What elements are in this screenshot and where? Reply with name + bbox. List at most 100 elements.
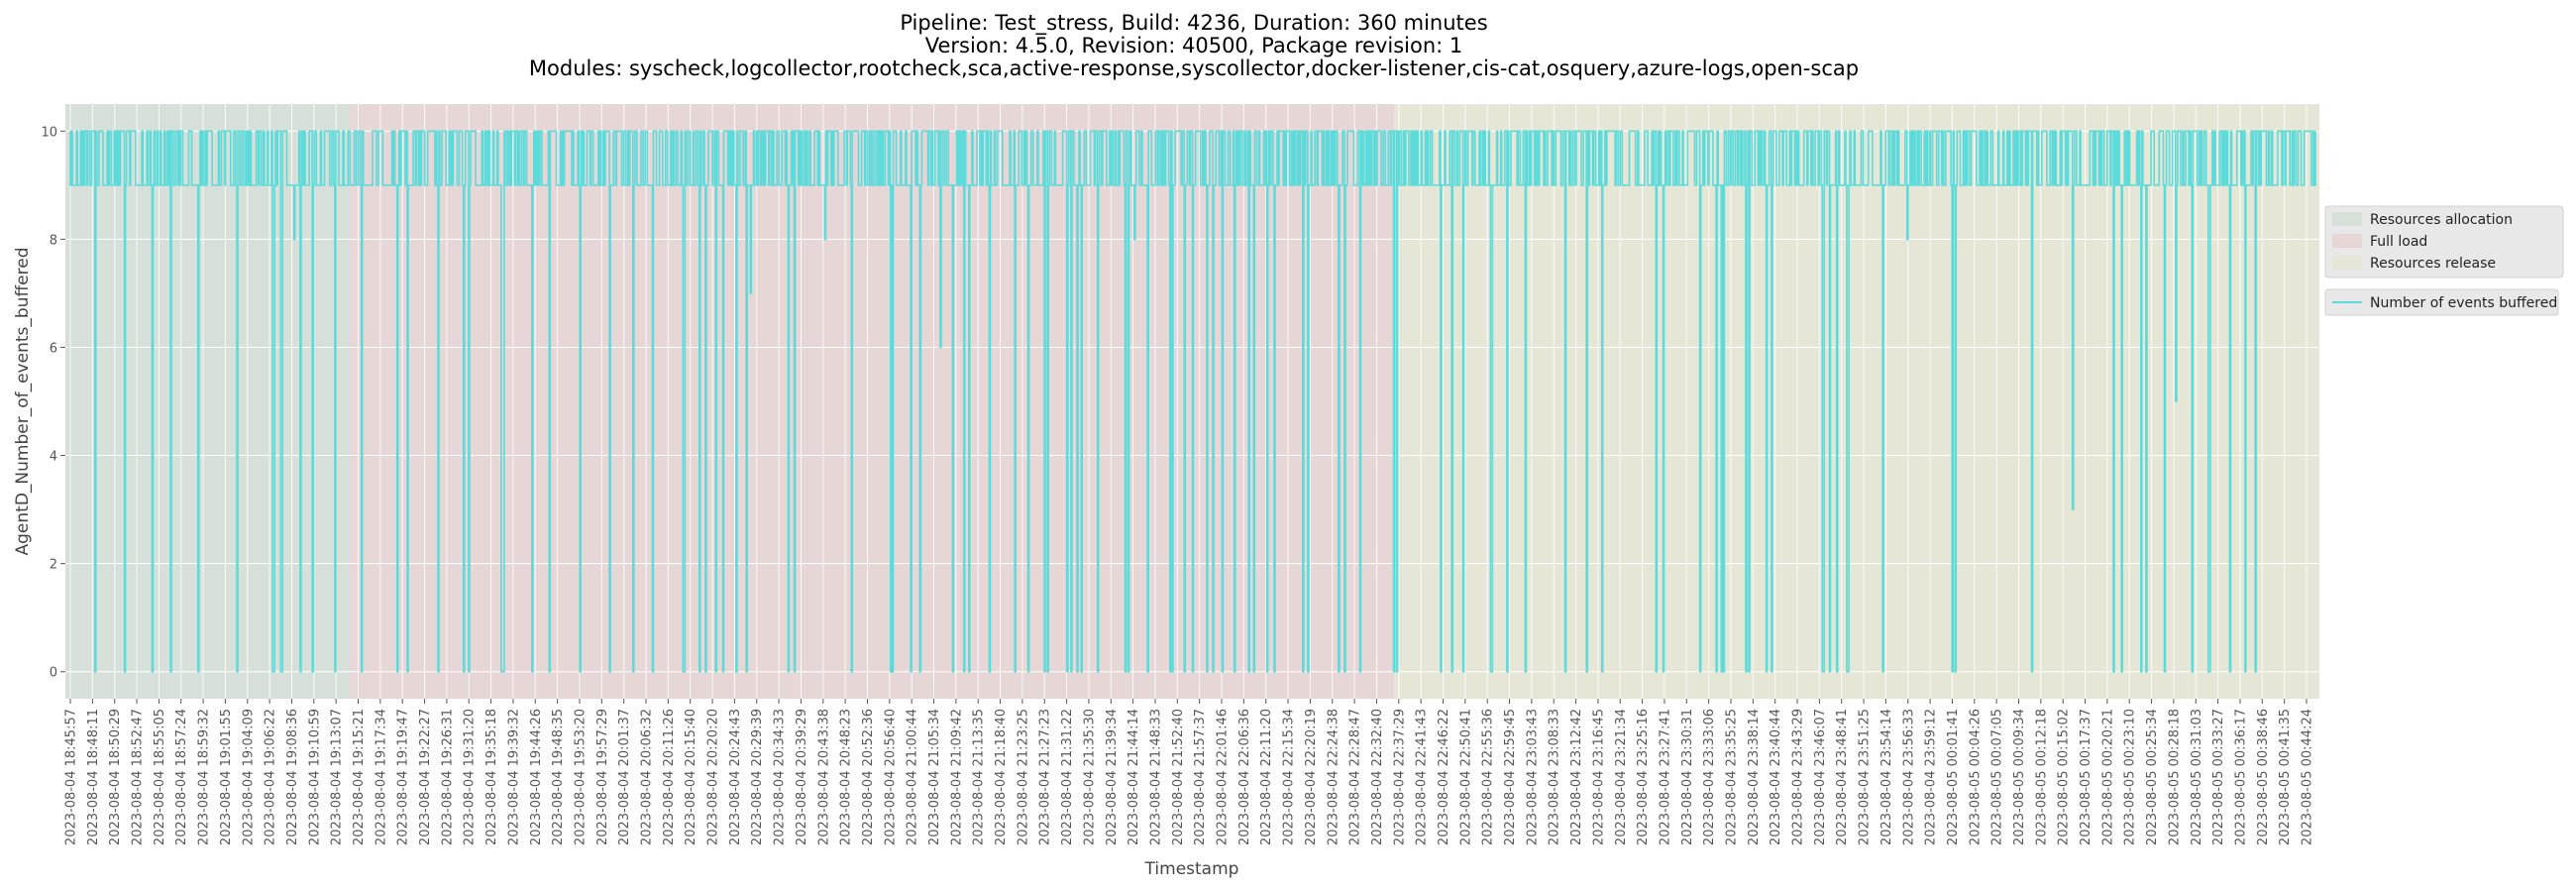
x-tick-label: 2023-08-04 18:59:32 — [197, 709, 212, 845]
x-tick-label: 2023-08-04 22:55:36 — [1481, 709, 1496, 845]
x-tick-label: 2023-08-04 22:15:34 — [1282, 709, 1297, 845]
x-tick-label: 2023-08-04 20:29:39 — [750, 709, 765, 845]
x-tick-label: 2023-08-04 19:10:59 — [307, 709, 322, 845]
x-tick-label: 2023-08-04 22:01:46 — [1216, 709, 1231, 845]
y-tick-label: 0 — [50, 666, 57, 681]
x-tick-label: 2023-08-04 22:32:40 — [1370, 709, 1385, 845]
y-tick-label: 6 — [50, 341, 57, 356]
y-tick-label: 4 — [50, 450, 57, 465]
x-tick-label: 2023-08-04 21:18:40 — [994, 709, 1009, 845]
x-tick-label: 2023-08-04 19:22:27 — [418, 709, 433, 845]
x-tick-label: 2023-08-04 21:57:37 — [1193, 709, 1208, 845]
x-tick-label: 2023-08-04 21:44:14 — [1127, 709, 1141, 845]
x-tick-label: 2023-08-04 20:06:32 — [640, 709, 655, 845]
x-tick-label: 2023-08-04 19:06:22 — [264, 709, 278, 845]
legend-swatch-full-load — [2332, 234, 2362, 248]
x-tick-label: 2023-08-04 21:23:25 — [1016, 709, 1030, 845]
x-tick-label: 2023-08-04 23:48:41 — [1835, 709, 1850, 845]
y-tick-label: 10 — [41, 125, 57, 140]
x-tick-label: 2023-08-05 00:04:26 — [1968, 709, 1983, 845]
x-tick-label: 2023-08-05 00:38:46 — [2256, 709, 2271, 845]
x-tick-label: 2023-08-04 21:00:44 — [906, 709, 920, 845]
x-tick-label: 2023-08-04 23:59:12 — [1924, 709, 1939, 845]
x-tick-label: 2023-08-04 22:11:20 — [1259, 709, 1274, 845]
x-tick-label: 2023-08-04 23:12:42 — [1569, 709, 1584, 845]
legend-label-full-load: Full load — [2370, 234, 2427, 250]
x-tick-label: 2023-08-05 00:23:10 — [2123, 709, 2138, 845]
x-tick-label: 2023-08-04 21:35:30 — [1082, 709, 1097, 845]
series-line-number-of-events-buffered — [69, 130, 2316, 673]
x-tick-label: 2023-08-04 19:39:32 — [506, 709, 521, 845]
x-tick-label: 2023-08-05 00:25:34 — [2145, 709, 2160, 845]
x-tick-label: 2023-08-04 20:01:37 — [617, 709, 632, 845]
x-tick-label: 2023-08-04 23:03:43 — [1525, 709, 1540, 845]
legend-box-series — [2324, 288, 2559, 316]
x-tick-label: 2023-08-04 23:38:14 — [1747, 709, 1762, 845]
x-tick-label: 2023-08-04 21:05:34 — [927, 709, 942, 845]
x-tick-label: 2023-08-05 00:15:02 — [2057, 709, 2072, 845]
x-tick-label: 2023-08-04 22:28:47 — [1348, 709, 1363, 845]
legend-box-phases — [2324, 205, 2564, 279]
x-tick-label: 2023-08-04 22:37:29 — [1392, 709, 1407, 845]
x-tick-label: 2023-08-04 21:31:22 — [1060, 709, 1075, 845]
x-tick-label: 2023-08-04 19:48:35 — [551, 709, 566, 845]
x-tick-label: 2023-08-05 00:20:21 — [2100, 709, 2115, 845]
x-tick-label: 2023-08-04 19:04:09 — [241, 709, 256, 845]
x-tick-label: 2023-08-04 19:53:20 — [573, 709, 588, 845]
x-tick-label: 2023-08-04 23:33:06 — [1702, 709, 1717, 845]
x-tick-label: 2023-08-04 23:30:31 — [1680, 709, 1695, 845]
x-tick-label: 2023-08-05 00:01:41 — [1946, 709, 1961, 845]
x-tick-label: 2023-08-04 21:27:23 — [1038, 709, 1053, 845]
phase-band-resources-release — [1394, 104, 2319, 699]
x-tick-label: 2023-08-04 20:43:38 — [816, 709, 831, 845]
x-tick-label: 2023-08-04 18:55:05 — [153, 709, 167, 845]
y-axis-ticks: 0 2 4 6 8 10 — [41, 125, 65, 681]
y-tick-label: 2 — [50, 558, 57, 573]
chart-title-line-1: Pipeline: Test_stress, Build: 4236, Dura… — [900, 11, 1487, 36]
x-tick-label: 2023-08-04 20:48:23 — [839, 709, 854, 845]
x-tick-label: 2023-08-04 18:57:24 — [174, 709, 189, 845]
x-tick-label: 2023-08-04 20:56:40 — [883, 709, 898, 845]
x-tick-label: 2023-08-04 20:15:40 — [684, 709, 698, 845]
x-tick-label: 2023-08-04 21:13:35 — [972, 709, 987, 845]
x-tick-label: 2023-08-04 20:24:43 — [728, 709, 743, 845]
legend-swatch-resources-release — [2332, 256, 2362, 270]
x-tick-label: 2023-08-05 00:44:24 — [2301, 709, 2315, 845]
x-tick-label: 2023-08-04 20:34:33 — [773, 709, 788, 845]
x-tick-label: 2023-08-04 22:59:45 — [1503, 709, 1518, 845]
x-axis-ticks: 2023-08-04 18:45:57 2023-08-04 18:48:11 20… — [64, 699, 2315, 845]
x-tick-label: 2023-08-04 21:39:34 — [1105, 709, 1120, 845]
legend-label-resources-release: Resources release — [2370, 256, 2496, 272]
x-tick-label: 2023-08-04 18:52:47 — [131, 709, 146, 845]
x-tick-label: 2023-08-04 19:01:55 — [219, 709, 234, 845]
x-tick-label: 2023-08-04 20:52:36 — [861, 709, 876, 845]
legend-label-series: Number of events buffered — [2370, 295, 2557, 311]
x-tick-label: 2023-08-04 23:40:44 — [1769, 709, 1783, 845]
x-tick-label: 2023-08-04 22:41:43 — [1415, 709, 1430, 845]
x-tick-label: 2023-08-04 23:46:07 — [1813, 709, 1828, 845]
x-tick-label: 2023-08-04 18:45:57 — [64, 709, 79, 845]
x-tick-label: 2023-08-04 22:50:41 — [1458, 709, 1473, 845]
x-tick-label: 2023-08-04 19:57:29 — [595, 709, 610, 845]
x-tick-label: 2023-08-04 22:20:19 — [1304, 709, 1319, 845]
x-tick-label: 2023-08-05 00:09:34 — [2012, 709, 2027, 845]
legend: Resources allocation Full load Resources… — [2324, 205, 2564, 316]
phase-band-full-load — [349, 104, 1395, 699]
x-tick-label: 2023-08-04 23:16:45 — [1591, 709, 1606, 845]
series-layer — [69, 130, 2316, 673]
x-tick-label: 2023-08-04 18:50:29 — [108, 709, 123, 845]
phase-band-resources-allocation — [65, 104, 350, 699]
x-tick-label: 2023-08-04 19:15:21 — [352, 709, 367, 845]
x-tick-label: 2023-08-04 19:35:18 — [484, 709, 499, 845]
x-tick-label: 2023-08-04 23:43:29 — [1791, 709, 1806, 845]
x-tick-label: 2023-08-04 20:20:20 — [706, 709, 721, 845]
x-tick-label: 2023-08-04 19:08:36 — [285, 709, 300, 845]
plot-area — [65, 104, 2319, 699]
x-tick-label: 2023-08-04 22:06:36 — [1237, 709, 1252, 845]
x-tick-label: 2023-08-04 19:17:34 — [374, 709, 388, 845]
x-tick-label: 2023-08-05 00:36:17 — [2233, 709, 2248, 845]
x-tick-label: 2023-08-04 23:56:33 — [1901, 709, 1916, 845]
x-tick-label: 2023-08-04 19:19:47 — [396, 709, 411, 845]
x-tick-label: 2023-08-04 23:08:33 — [1548, 709, 1562, 845]
